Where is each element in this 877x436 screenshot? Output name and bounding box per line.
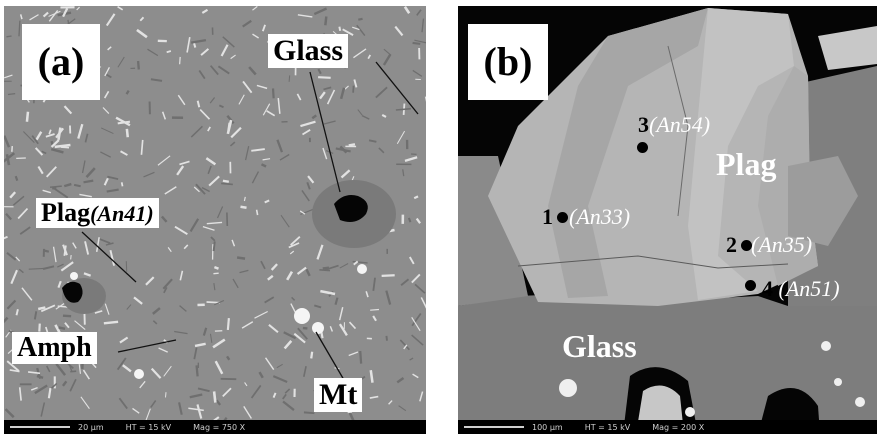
plag-label: Plag: [716, 146, 777, 182]
scale-ht: HT = 15 kV: [584, 422, 631, 432]
point-2-label: 2 (An35): [726, 234, 812, 256]
mt-label: Mt: [314, 378, 363, 412]
analysis-point-3: [637, 142, 648, 153]
scale-length: 100 µm: [532, 422, 563, 432]
panel-letter: (b): [468, 24, 548, 100]
scale-mag: Mag = 750 X: [193, 422, 246, 432]
amph-label: Amph: [12, 332, 97, 364]
scale-ht: HT = 15 kV: [125, 422, 172, 432]
point-4-number: 4: [762, 276, 773, 301]
point-3-an: (An54): [649, 112, 711, 137]
point-4-label: 4 (An51): [762, 278, 840, 300]
point-1-an: (An33): [569, 204, 631, 229]
plag-an-text: (An41): [90, 201, 154, 226]
scale-bar-line: [10, 426, 70, 428]
glass-label: Glass: [562, 328, 637, 364]
point-2-number: 2: [726, 232, 737, 257]
point-4-an: (An51): [778, 276, 840, 301]
scale-bar: 20 µm HT = 15 kV Mag = 750 X: [4, 420, 426, 434]
glass-label: Glass: [268, 34, 349, 68]
plag-label: Plag(An41): [36, 198, 159, 228]
point-1-number: 1: [542, 204, 553, 229]
panel-letter: (a): [22, 24, 100, 100]
scale-bar-line: [464, 426, 524, 428]
analysis-point-1: [557, 212, 568, 223]
analysis-point-4: [745, 280, 756, 291]
scale-bar: 100 µm HT = 15 kV Mag = 200 X: [458, 420, 877, 434]
point-3-number: 3: [638, 112, 649, 137]
crystal-image: [458, 8, 877, 434]
sem-panel-a: (a) Glass Plag(An41) Amph Mt 20 µm HT = …: [4, 6, 426, 434]
scale-length: 20 µm: [78, 422, 104, 432]
sem-panel-b: (b) Plag Glass 3(An54) 1 (An33) 2 (An35) 4…: [458, 6, 877, 434]
point-3-label: 3(An54): [638, 114, 710, 136]
point-1-label: 1 (An33): [542, 206, 630, 228]
point-2-an: (An35): [751, 232, 813, 257]
analysis-point-2: [741, 240, 752, 251]
plag-label-text: Plag: [41, 198, 91, 227]
scale-mag: Mag = 200 X: [652, 422, 705, 432]
